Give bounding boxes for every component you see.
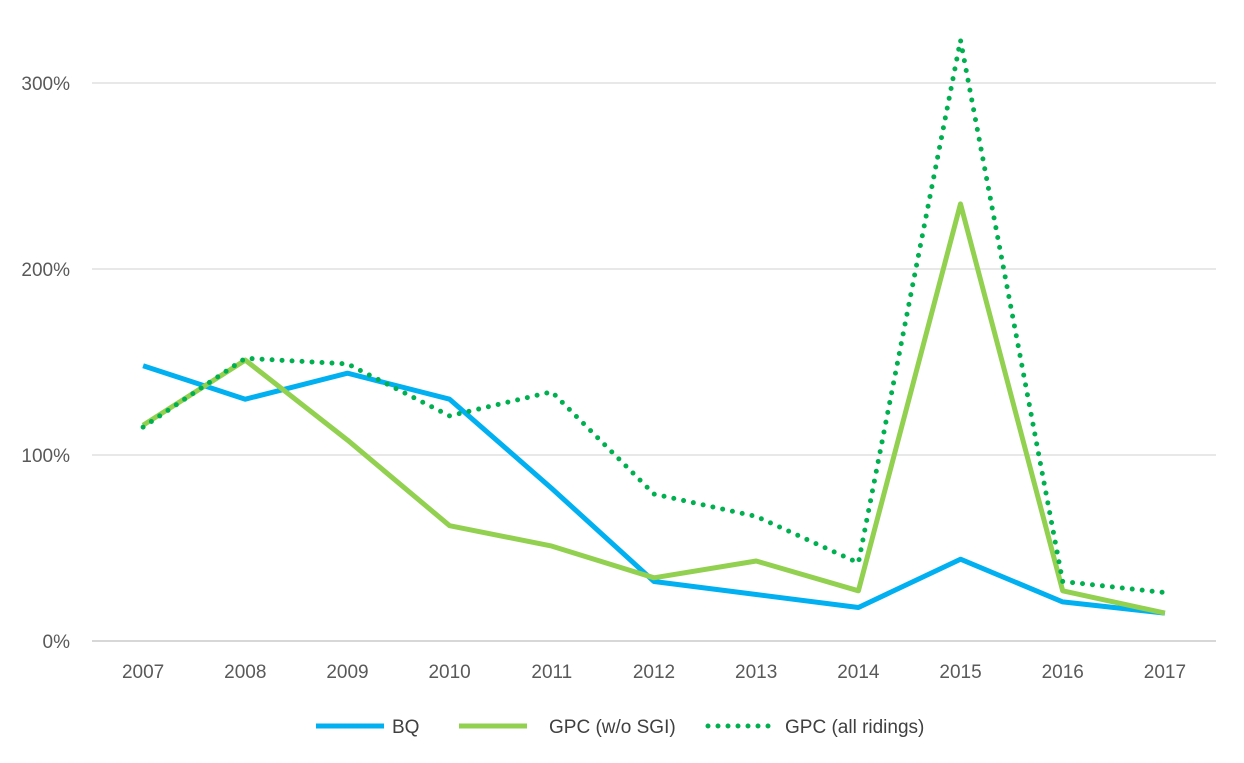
x-tick-label: 2012	[633, 662, 675, 683]
legend-label-2: GPC (w/o SGI)	[549, 717, 676, 738]
x-tick-label: 2016	[1042, 662, 1084, 683]
x-tick-label: 2010	[428, 662, 470, 683]
y-tick-label: 100%	[21, 446, 70, 467]
series-lines	[140, 37, 1168, 616]
y-axis: 0% 100% 200% 300%	[21, 74, 70, 653]
x-tick-label: 2011	[531, 662, 572, 683]
x-tick-label: 2013	[735, 662, 777, 683]
x-tick-label: 2008	[224, 662, 266, 683]
legend-label-3: GPC (all ridings)	[785, 717, 924, 738]
x-tick-label: 2007	[122, 662, 164, 683]
gridlines	[92, 82, 1216, 642]
x-axis: 2007 2008 2009 2010 2011 2012 2013 2014 2015 2016…	[122, 662, 1186, 683]
y-tick-label: 200%	[21, 260, 70, 281]
series-line-1	[142, 363, 1166, 616]
x-tick-label: 2014	[837, 662, 880, 683]
series-line-3	[140, 37, 1168, 596]
legend-label-1: BQ	[392, 717, 419, 738]
x-tick-label: 2015	[939, 662, 981, 683]
y-tick-label: 0%	[43, 632, 71, 653]
x-tick-label: 2009	[326, 662, 368, 683]
y-tick-label: 300%	[21, 74, 70, 95]
legend: BQ GPC (w/o SGI) GPC (all ridings)	[316, 717, 924, 738]
x-tick-label: 2017	[1144, 662, 1186, 683]
series-line-2	[141, 201, 1166, 616]
